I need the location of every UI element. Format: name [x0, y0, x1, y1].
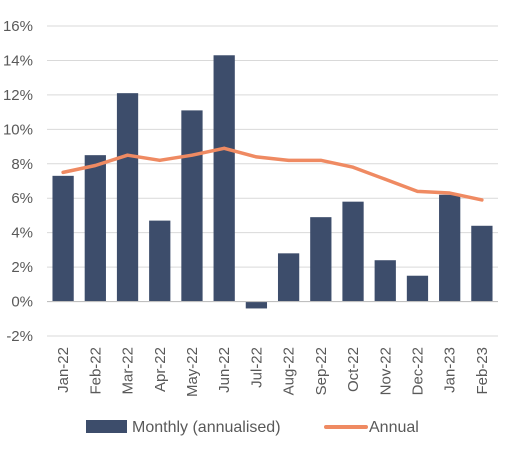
bar-series	[52, 55, 493, 309]
monthly-bar	[374, 260, 396, 302]
annual-point	[93, 164, 97, 167]
monthly-bar	[310, 217, 332, 302]
x-tick-label: Jul-22	[248, 347, 265, 388]
y-axis: -2% 0% 2% 4% 6% 8% 10% 12% 14% 16%	[3, 18, 33, 345]
legend: Monthly (annualised) Annual	[86, 419, 419, 436]
monthly-bar	[245, 301, 268, 309]
x-tick-label: Dec-22	[409, 347, 426, 395]
y-tick-label: 16%	[3, 18, 33, 35]
y-tick-label: 12%	[3, 87, 33, 104]
monthly-bar	[277, 253, 300, 302]
x-tick-label: Jun-22	[216, 347, 233, 393]
y-tick-label: 6%	[11, 190, 33, 207]
annual-point	[480, 198, 484, 202]
annual-point	[383, 177, 387, 181]
annual-point	[287, 158, 291, 162]
x-tick-label: Oct-22	[345, 347, 362, 392]
x-tick-label: Feb-23	[474, 347, 491, 395]
x-tick-label: Apr-22	[152, 347, 169, 392]
annual-point	[190, 153, 194, 157]
monthly-bar	[439, 194, 461, 302]
legend-monthly-label: Monthly (annualised)	[132, 419, 281, 436]
monthly-bar	[116, 93, 139, 302]
x-tick-label: Mar-22	[120, 347, 137, 395]
y-tick-label: 0%	[11, 294, 33, 311]
annual-point	[254, 155, 258, 159]
y-tick-label: -2%	[6, 328, 33, 345]
x-tick-label: May-22	[184, 347, 201, 397]
x-tick-label: Feb-22	[87, 347, 104, 395]
monthly-bar	[181, 110, 203, 302]
annual-point	[448, 191, 452, 195]
annual-point	[351, 165, 355, 169]
monthly-bar	[84, 155, 106, 302]
annual-point	[126, 153, 130, 157]
y-tick-label: 10%	[3, 121, 33, 138]
y-tick-label: 4%	[11, 225, 33, 242]
annual-point	[61, 170, 65, 174]
line-series	[61, 146, 484, 202]
x-tick-label: Jan-23	[442, 347, 459, 393]
y-tick-label: 8%	[11, 156, 33, 173]
monthly-bar	[52, 175, 74, 302]
x-tick-label: Sep-22	[313, 347, 330, 395]
annual-point	[222, 146, 226, 150]
legend-monthly-swatch	[86, 420, 127, 433]
gridlines	[47, 25, 498, 337]
annual-line	[61, 146, 484, 202]
monthly-bar	[471, 225, 493, 302]
y-tick-label: 2%	[11, 259, 33, 276]
annual-point	[319, 158, 323, 162]
x-axis: Jan-22 Feb-22 Mar-22 Apr-22 May-22 Jun-22 Jul-…	[55, 347, 491, 397]
x-tick-label: Jan-22	[55, 347, 72, 393]
monthly-bar	[406, 275, 429, 302]
y-tick-label: 14%	[3, 52, 33, 69]
monthly-bar	[342, 201, 364, 302]
legend-annual-label: Annual	[369, 419, 419, 436]
annual-point	[158, 158, 162, 162]
x-tick-label: Aug-22	[281, 347, 298, 395]
monthly-bar	[149, 220, 171, 302]
x-tick-label: Nov-22	[377, 347, 394, 395]
annual-point	[415, 189, 419, 193]
monthly-bar	[213, 55, 235, 302]
